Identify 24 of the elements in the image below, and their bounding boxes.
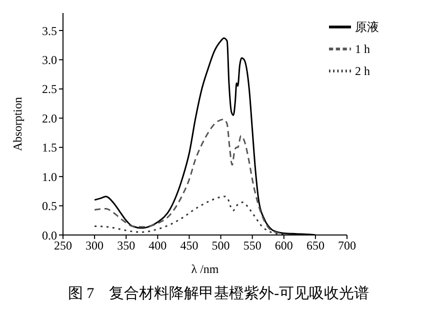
y-tick-label: 1.0 xyxy=(42,170,57,184)
x-tick-label: 700 xyxy=(338,238,356,253)
y-tick-label: 2.5 xyxy=(42,82,57,96)
y-axis-title: Absorption xyxy=(10,97,24,151)
legend-label: 原液 xyxy=(355,20,379,34)
x-tick-label: 600 xyxy=(274,238,293,253)
x-tick-label: 400 xyxy=(148,238,167,253)
y-tick-label: 2.0 xyxy=(42,111,57,126)
x-tick-label: 550 xyxy=(243,238,262,253)
legend-label: 1 h xyxy=(355,42,370,56)
x-tick-label: 250 xyxy=(54,238,72,253)
legend-label: 2 h xyxy=(355,64,370,78)
x-axis-title: λ /nm xyxy=(191,262,220,276)
x-tick-label: 650 xyxy=(306,238,324,253)
y-tick-label: 0.5 xyxy=(42,199,57,214)
y-tick-label: 1.5 xyxy=(42,140,57,155)
y-tick-label: 0.0 xyxy=(42,228,57,242)
x-tick-label: 350 xyxy=(117,238,136,253)
caption: 图 7 复合材料降解甲基橙紫外-可见吸收光谱 xyxy=(66,284,370,303)
y-tick-label: 3.0 xyxy=(42,52,57,67)
x-tick-label: 450 xyxy=(180,238,198,253)
y-tick-label: 3.5 xyxy=(42,24,57,38)
x-tick-label: 300 xyxy=(86,238,104,253)
x-tick-label: 500 xyxy=(212,238,230,253)
